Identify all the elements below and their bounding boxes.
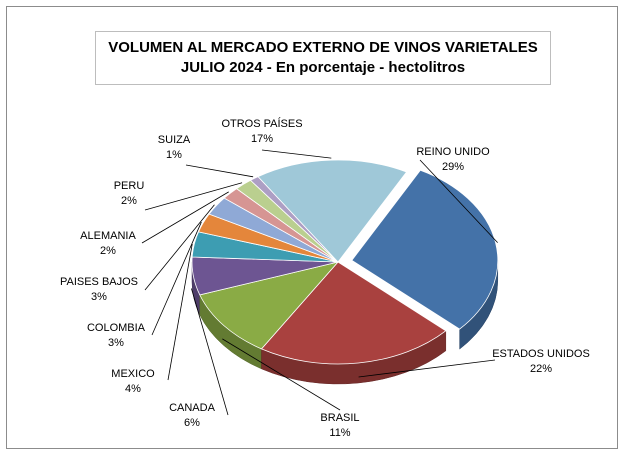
leader-line-canada	[191, 288, 229, 416]
leader-line-brasil	[222, 338, 341, 411]
chart-title: VOLUMEN AL MERCADO EXTERNO DE VINOS VARI…	[108, 39, 538, 56]
leader-line-suiza	[185, 164, 254, 178]
slice-value-reino-unido: 29%	[442, 161, 464, 173]
slice-value-suiza: 1%	[166, 149, 182, 161]
slice-label-brasil: BRASIL	[320, 412, 359, 424]
slice-label-peru: PERU	[114, 180, 145, 192]
slice-value-estados-unidos: 22%	[530, 363, 552, 375]
leader-line-paises-bajos	[144, 204, 215, 291]
slice-value-brasil: 11%	[329, 427, 350, 439]
slice-value-otros-paises: 17%	[251, 133, 273, 145]
slice-label-otros-paises: OTROS PAÍSES	[221, 117, 302, 130]
leader-line-mexico	[167, 243, 193, 381]
slice-value-alemania: 2%	[100, 245, 116, 257]
slice-value-paises-bajos: 3%	[91, 291, 107, 303]
slice-value-colombia: 3%	[108, 337, 124, 349]
leader-line-peru	[144, 182, 243, 211]
pie-slice-estados-unidos	[260, 261, 447, 365]
slice-value-mexico: 4%	[125, 383, 141, 395]
slice-label-alemania: ALEMANIA	[80, 230, 136, 242]
leader-line-reino-unido	[419, 159, 498, 243]
leader-line-estados-unidos	[358, 359, 496, 378]
slice-label-canada: CANADA	[169, 402, 216, 414]
leader-line-colombia	[151, 221, 202, 336]
slice-value-peru: 2%	[121, 195, 137, 207]
chart-title-box: VOLUMEN AL MERCADO EXTERNO DE VINOS VARI…	[95, 31, 551, 85]
slice-label-reino-unido: REINO UNIDO	[416, 146, 490, 158]
slice-label-mexico: MEXICO	[111, 368, 155, 380]
leader-line-otros-paises	[261, 149, 332, 159]
pie-slice-otros-paises	[257, 159, 408, 263]
slice-label-estados-unidos: ESTADOS UNIDOS	[492, 348, 590, 360]
slice-label-colombia: COLOMBIA	[87, 322, 146, 334]
slice-value-canada: 6%	[184, 417, 200, 429]
pie-slice-reino-unido	[351, 169, 499, 330]
leader-line-alemania	[141, 191, 229, 244]
chart-subtitle: JULIO 2024 - En porcentaje - hectolitros	[180, 59, 466, 76]
slice-label-paises-bajos: PAISES BAJOS	[60, 276, 138, 288]
pie-slice-brasil	[199, 261, 340, 350]
slice-label-suiza: SUIZA	[158, 134, 191, 146]
